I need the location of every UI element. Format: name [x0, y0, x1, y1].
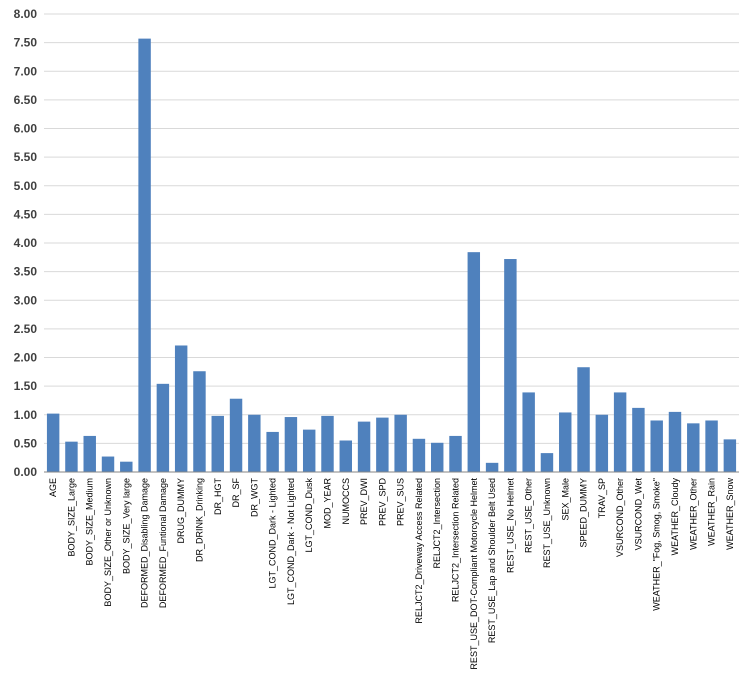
y-tick-label: 6.00 [14, 122, 38, 136]
y-tick-label: 2.50 [14, 322, 38, 336]
y-tick-label: 7.00 [14, 64, 38, 78]
bar [449, 435, 462, 472]
y-tick-label: 0.00 [14, 465, 38, 479]
bar [266, 431, 279, 472]
bar [650, 420, 663, 472]
x-tick-label: DEFORMED_Disabling Damage [140, 478, 150, 608]
x-tick-label: SPEED_DUMMY [579, 478, 589, 548]
x-tick-label: VSURCOND_Wet [633, 478, 643, 551]
x-tick-label: LGT_COND_Dusk [304, 478, 314, 553]
bar [522, 392, 535, 472]
x-tick-label: DR_DRINK_Drinking [194, 478, 204, 562]
x-tick-label: DEFORMED_Funtional Damage [158, 478, 168, 608]
y-tick-label: 0.50 [14, 436, 38, 450]
y-tick-label: 4.00 [14, 236, 38, 250]
x-tick-label: REST_USE_DOT-Compliant Motorcycle Helmet [469, 478, 479, 670]
y-tick-label: 3.50 [14, 265, 38, 279]
bar [595, 414, 609, 472]
bar [65, 441, 78, 472]
gridlines [44, 13, 739, 444]
bar [302, 429, 316, 472]
x-tick-label: DR_SF [231, 478, 241, 508]
bar [504, 259, 517, 472]
x-tick-label: VSURCOND_Other [615, 478, 625, 557]
bar [46, 413, 60, 472]
x-tick-label: PREV_SUS [396, 478, 406, 526]
x-axis-tick-labels: AGE BODY_SIZE_Large BODY_SIZE_Medium BODY_S… [48, 478, 735, 670]
x-tick-label: REST_USE_No Helmet [505, 478, 515, 574]
x-tick-label: WEATHER_Cloudy [670, 478, 680, 556]
bar [431, 442, 444, 472]
y-tick-label: 4.50 [14, 207, 38, 221]
x-tick-label: SEX_Male [560, 478, 570, 521]
x-tick-label: BODY_SIZE_Other or Unknown [103, 478, 113, 607]
bar [376, 417, 389, 472]
y-tick-label: 1.50 [14, 379, 38, 393]
x-tick-label: LGT_COND_Dark - Not Lighted [286, 478, 296, 605]
bar [632, 407, 645, 472]
x-tick-label: WEATHER_Other [688, 478, 698, 550]
bars [46, 38, 737, 473]
x-tick-label: WEATHER_Rain [707, 478, 717, 546]
x-tick-label: PREV_DWI [359, 478, 369, 525]
bar [577, 367, 590, 472]
bar [467, 252, 481, 472]
x-tick-label: BODY_SIZE_Large [66, 478, 76, 557]
x-tick-label: REST_USE_Other [524, 478, 534, 553]
x-tick-label: LGT_COND_Dark - Lighted [268, 478, 278, 589]
y-tick-label: 2.00 [14, 351, 38, 365]
y-tick-label: 5.50 [14, 150, 38, 164]
bar [394, 414, 407, 472]
bar [339, 440, 352, 472]
x-tick-label: DR_WGT [249, 478, 259, 517]
x-tick-label: RELJCT2_Intersection [432, 478, 442, 569]
y-tick-label: 8.00 [14, 7, 38, 21]
bar [193, 371, 206, 472]
y-axis-tick-labels: 0.00 0.50 1.00 1.50 2.00 2.50 3.00 3.50 4.00 4.50… [14, 7, 38, 479]
x-tick-label: TRAV_SP [597, 478, 607, 518]
bar [284, 417, 298, 472]
x-tick-label: DRUG_DUMMY [176, 478, 186, 544]
bar [485, 462, 499, 472]
bar [156, 383, 170, 472]
y-tick-label: 6.50 [14, 93, 38, 107]
bar [174, 345, 188, 472]
x-tick-label: REST_USE_Lap and Shoulder Belt Used [487, 478, 497, 643]
y-tick-label: 7.50 [14, 36, 38, 50]
bar [357, 421, 371, 472]
bar [559, 412, 572, 472]
x-tick-label: WEATHER_"Fog, Smog, Smoke" [652, 478, 662, 611]
x-tick-label: AGE [48, 478, 58, 497]
x-tick-label: WEATHER_Snow [725, 478, 735, 550]
bar [668, 411, 682, 472]
x-tick-label: REST_USE_Unknown [542, 478, 552, 568]
x-tick-label: BODY_SIZE_Very large [121, 478, 131, 574]
x-tick-label: MOD_YEAR [322, 478, 332, 529]
x-tick-label: NUMOCCS [341, 478, 351, 525]
bar [248, 414, 261, 472]
bar [321, 415, 334, 472]
x-tick-label: RELJCT2_Intersection Related [451, 478, 461, 602]
bar [229, 398, 243, 472]
bar [705, 420, 718, 472]
x-tick-label: DR_HGT [213, 478, 223, 516]
bar [101, 456, 115, 472]
bar [412, 438, 426, 472]
x-tick-label: BODY_SIZE_Medium [85, 478, 95, 566]
y-tick-label: 5.00 [14, 179, 38, 193]
y-tick-label: 1.00 [14, 408, 38, 422]
bar [83, 435, 96, 472]
bar [687, 423, 700, 472]
x-tick-label: RELJCT2_Driveway Access Related [414, 478, 424, 624]
x-tick-label: PREV_SPD [377, 478, 387, 527]
bar [723, 439, 737, 472]
bar [138, 38, 151, 473]
bar [211, 415, 224, 472]
y-tick-label: 3.00 [14, 293, 38, 307]
bar [540, 453, 554, 472]
bar [613, 392, 627, 472]
bar [120, 461, 133, 472]
